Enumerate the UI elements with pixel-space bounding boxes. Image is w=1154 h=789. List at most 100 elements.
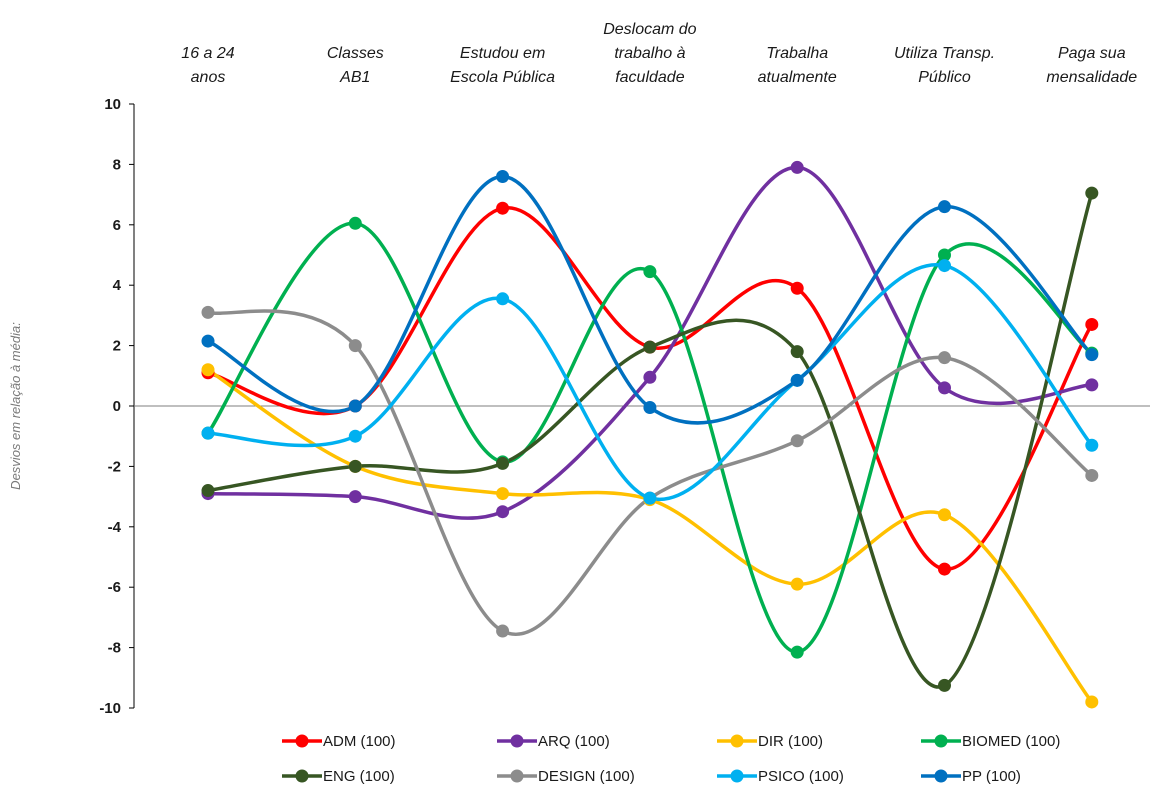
data-point-eng: [201, 484, 215, 498]
series-line-adm: [206, 206, 1094, 571]
y-axis-label: Desvios em relação à média:: [8, 322, 23, 490]
data-point-arq: [643, 370, 657, 384]
category-label-line: Deslocam do: [603, 21, 696, 38]
legend-item-pp: PP (100): [921, 768, 1021, 785]
data-point-psico: [496, 292, 510, 306]
data-point-psico: [348, 429, 362, 443]
data-point-psico: [938, 259, 951, 273]
category-label-line: atualmente: [758, 69, 837, 86]
data-point-arq: [496, 505, 510, 519]
data-point-adm: [496, 201, 510, 215]
data-point-eng: [496, 456, 510, 470]
legend-swatch-marker-arq: [510, 734, 524, 748]
legend: ADM (100) ARQ (100) DIR (100) BIOMED (100) E…: [282, 733, 1060, 785]
category-label-line: anos: [191, 69, 226, 86]
data-point-pp: [643, 401, 657, 415]
legend-item-design: DESIGN (100): [497, 768, 635, 785]
data-point-arq: [938, 381, 951, 395]
data-point-eng: [348, 459, 362, 473]
category-label-line: Paga sua: [1058, 45, 1126, 62]
data-point-design: [938, 351, 951, 365]
category-label-line: Classes: [327, 45, 384, 62]
y-tick-label: -8: [108, 640, 121, 657]
y-tick-label: 8: [113, 156, 121, 173]
data-point-biomed: [643, 265, 657, 279]
category-label: Classes AB1: [327, 45, 384, 86]
data-point-arq: [1085, 378, 1099, 392]
category-label: Utiliza Transp. Público: [894, 45, 995, 86]
category-label: Estudou em Escola Pública: [450, 45, 555, 86]
y-tick-label: 2: [113, 338, 121, 355]
data-point-biomed: [790, 645, 804, 659]
legend-label-adm: ADM (100): [323, 733, 396, 750]
data-point-arq: [790, 160, 804, 174]
legend-item-psico: PSICO (100): [717, 768, 844, 785]
legend-swatch-marker-biomed: [934, 734, 948, 748]
legend-item-eng: ENG (100): [282, 768, 395, 785]
legend-label-design: DESIGN (100): [538, 768, 635, 785]
category-label: Paga sua mensalidade: [1046, 45, 1137, 86]
y-tick-label: -10: [99, 700, 121, 717]
y-tick-label: -6: [108, 579, 121, 596]
category-label: Deslocam do trabalho à faculdade: [603, 21, 696, 86]
legend-label-pp: PP (100): [962, 768, 1021, 785]
data-point-dir: [938, 508, 951, 522]
data-point-pp: [496, 169, 510, 183]
category-label-line: Escola Pública: [450, 69, 555, 86]
data-point-pp: [790, 373, 804, 387]
data-point-adm: [1085, 317, 1099, 331]
data-point-adm: [938, 562, 951, 576]
data-point-eng: [790, 345, 804, 359]
y-tick-label: 6: [113, 217, 121, 234]
series-line-eng: [206, 191, 1094, 689]
series-line-design: [206, 309, 1094, 636]
data-point-dir: [496, 487, 510, 501]
legend-item-dir: DIR (100): [717, 733, 823, 750]
data-point-dir: [201, 363, 215, 377]
series-markers: [201, 160, 1099, 709]
data-point-design: [348, 339, 362, 353]
legend-swatch-marker-eng: [295, 769, 309, 783]
category-label-line: trabalho à: [614, 45, 685, 62]
category-label-line: 16 a 24: [181, 45, 234, 62]
series-lines: [206, 165, 1094, 704]
y-tick-label: -2: [108, 458, 121, 475]
data-point-pp: [938, 200, 951, 214]
legend-item-arq: ARQ (100): [497, 733, 610, 750]
data-point-pp: [1085, 348, 1099, 362]
data-point-biomed: [938, 248, 951, 262]
data-point-design: [201, 305, 215, 319]
data-point-design: [790, 434, 804, 448]
data-point-eng: [643, 340, 657, 354]
category-label-line: Utiliza Transp.: [894, 45, 995, 62]
category-label-line: AB1: [339, 69, 370, 86]
data-point-dir: [790, 577, 804, 591]
data-point-design: [496, 624, 510, 638]
data-point-biomed: [348, 216, 362, 230]
series-line-arq: [206, 165, 1094, 520]
legend-label-arq: ARQ (100): [538, 733, 610, 750]
category-label-line: Trabalha: [766, 45, 828, 62]
data-point-psico: [643, 491, 657, 505]
series-line-dir: [206, 368, 1094, 704]
legend-label-eng: ENG (100): [323, 768, 395, 785]
legend-swatch-marker-design: [510, 769, 524, 783]
data-point-design: [1085, 468, 1099, 482]
data-point-dir: [1085, 695, 1099, 709]
category-label-line: Público: [918, 69, 971, 86]
category-label: 16 a 24 anos: [181, 45, 234, 86]
y-tick-label: -4: [108, 519, 122, 536]
series-line-pp: [206, 174, 1094, 425]
legend-item-adm: ADM (100): [282, 733, 396, 750]
data-point-psico: [1085, 438, 1099, 452]
y-tick-label: 4: [113, 277, 122, 294]
category-label-line: Estudou em: [460, 45, 545, 62]
series-line-biomed: [206, 221, 1094, 654]
legend-swatch-marker-psico: [730, 769, 744, 783]
legend-item-biomed: BIOMED (100): [921, 733, 1060, 750]
legend-swatch-marker-pp: [934, 769, 948, 783]
category-labels: 16 a 24 anos Classes AB1 Estudou em Escola Pú…: [181, 21, 1137, 86]
legend-label-dir: DIR (100): [758, 733, 823, 750]
legend-swatch-marker-adm: [295, 734, 309, 748]
